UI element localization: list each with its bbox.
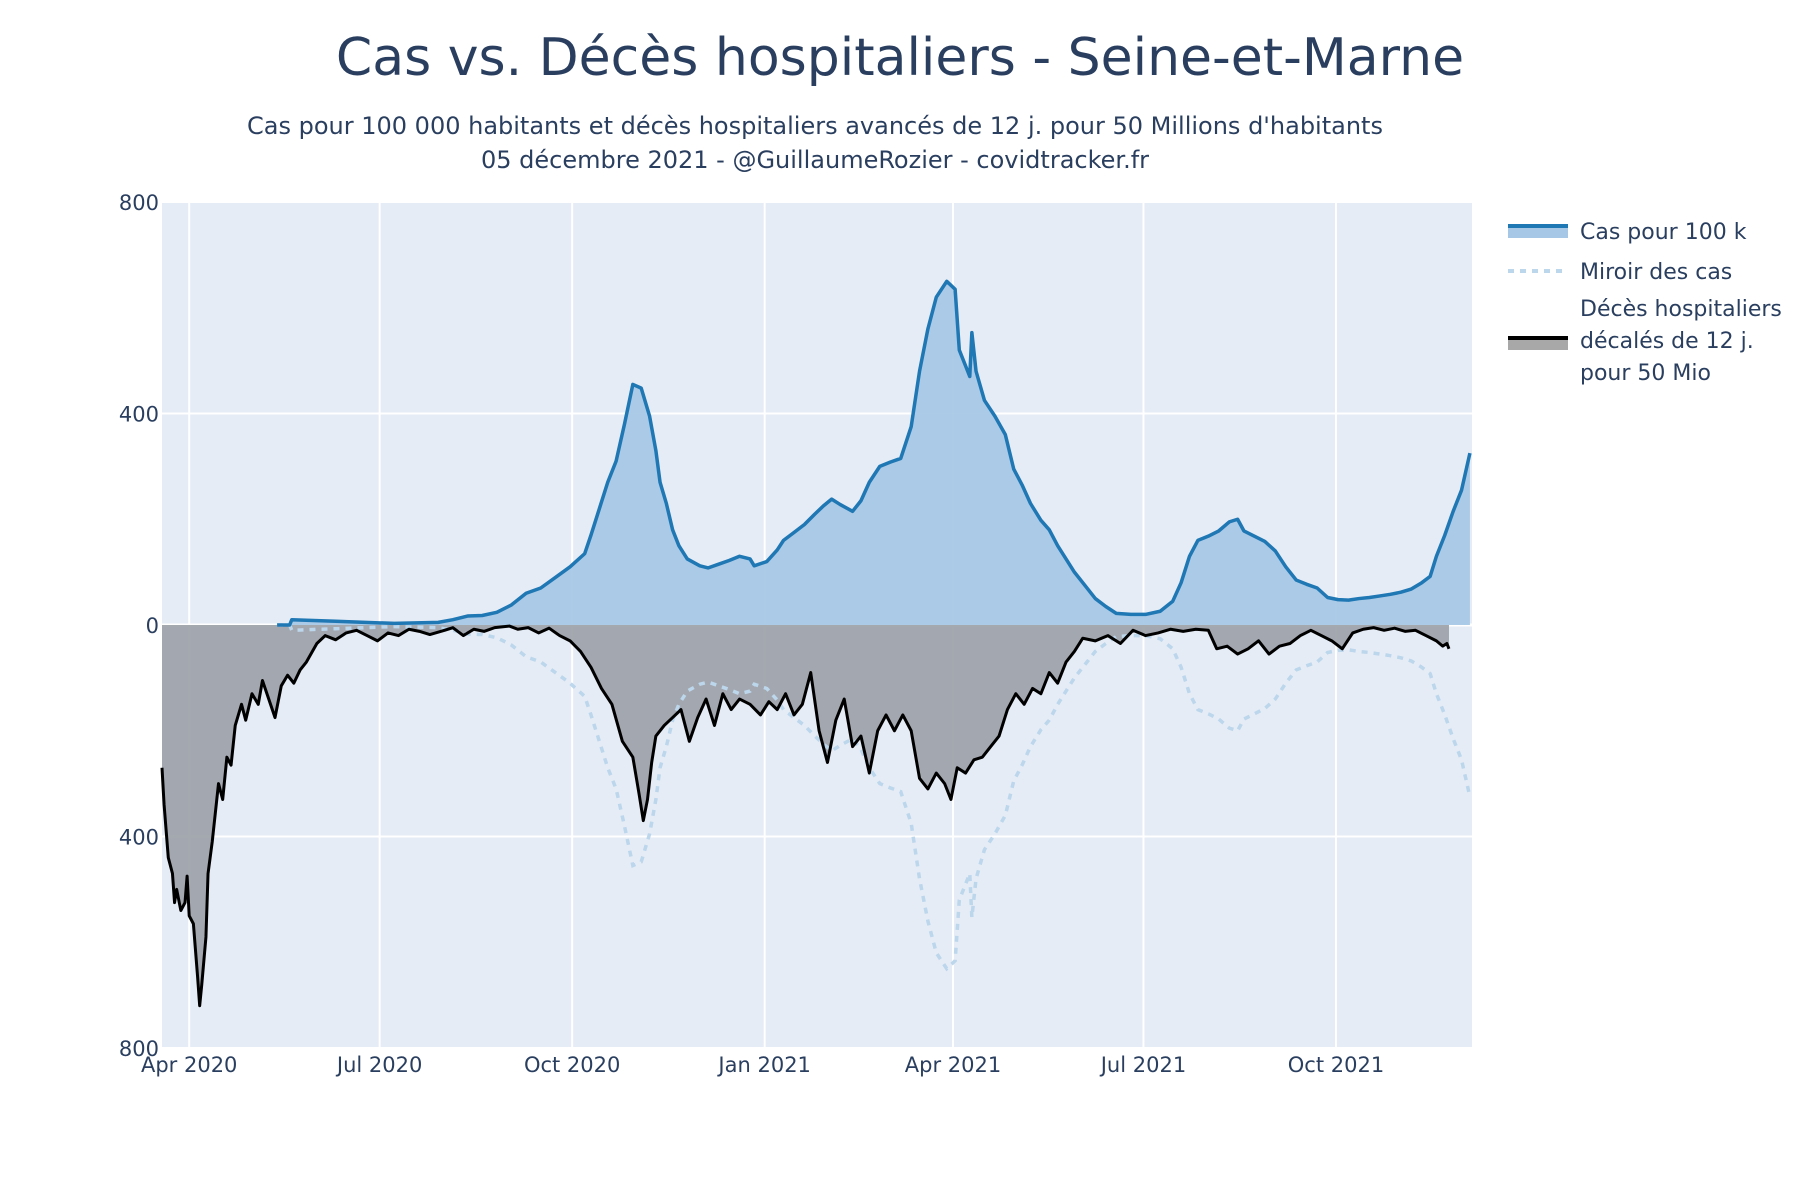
legend-item-cases[interactable]: Cas pour 100 k xyxy=(1508,220,1747,245)
legend-label-deaths-line-3: pour 50 Mio xyxy=(1580,361,1711,386)
x-tick-label-1: Jul 2020 xyxy=(335,1053,422,1077)
x-axis: Apr 2020 Jul 2020 Oct 2020 Jan 2021 Apr 2021… xyxy=(141,1053,1384,1077)
chart-subtitle-line-1: Cas pour 100 000 habitants et décès hosp… xyxy=(247,112,1383,140)
y-tick-label-4: 800 xyxy=(119,1037,159,1061)
series-deaths-line xyxy=(160,624,1451,1008)
chart-title: Cas vs. Décès hospitaliers - Seine-et-Ma… xyxy=(336,28,1464,88)
x-tick-label-2: Oct 2020 xyxy=(524,1053,620,1077)
legend-label-deaths-line-2: décalés de 12 j. xyxy=(1580,329,1754,354)
series-cases-area xyxy=(277,281,1470,625)
series-deaths-area xyxy=(162,625,1449,1006)
series-layer xyxy=(160,279,1472,1008)
legend: Cas pour 100 k Miroir des cas Décès hosp… xyxy=(1508,220,1782,386)
y-tick-label-0: 800 xyxy=(119,191,159,215)
y-axis: 800 400 0 400 800 xyxy=(119,191,159,1061)
legend-swatch-deaths xyxy=(1508,338,1568,350)
y-tick-label-3: 400 xyxy=(119,826,159,850)
legend-label-deaths-line-1: Décès hospitaliers xyxy=(1580,297,1782,322)
legend-item-deaths[interactable]: Décès hospitaliers décalés de 12 j. pour… xyxy=(1508,297,1782,386)
x-tick-label-4: Apr 2021 xyxy=(905,1053,1001,1077)
legend-swatch-cases xyxy=(1508,226,1568,238)
x-tick-label-0: Apr 2020 xyxy=(141,1053,237,1077)
x-tick-label-5: Jul 2021 xyxy=(1099,1053,1186,1077)
y-tick-label-1: 400 xyxy=(119,403,159,427)
legend-label-cases: Cas pour 100 k xyxy=(1580,220,1747,245)
y-tick-label-2: 0 xyxy=(146,614,159,638)
legend-label-mirror: Miroir des cas xyxy=(1580,260,1732,285)
x-tick-label-3: Jan 2021 xyxy=(716,1053,811,1077)
series-cases-line xyxy=(277,279,1472,627)
x-tick-label-6: Oct 2021 xyxy=(1288,1053,1384,1077)
chart-subtitle-line-2: 05 décembre 2021 - @GuillaumeRozier - co… xyxy=(481,146,1149,174)
legend-item-mirror[interactable]: Miroir des cas xyxy=(1508,260,1732,285)
